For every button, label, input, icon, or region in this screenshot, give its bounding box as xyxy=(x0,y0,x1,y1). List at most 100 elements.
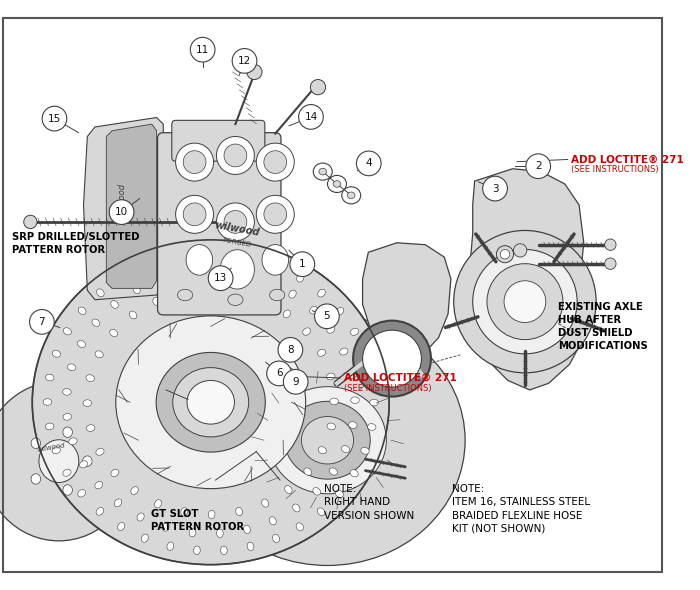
Ellipse shape xyxy=(330,398,338,405)
Ellipse shape xyxy=(293,504,300,512)
Ellipse shape xyxy=(302,417,354,464)
Ellipse shape xyxy=(270,517,276,525)
Ellipse shape xyxy=(304,468,312,476)
Circle shape xyxy=(605,258,616,270)
Ellipse shape xyxy=(342,445,350,453)
Ellipse shape xyxy=(95,351,104,358)
Ellipse shape xyxy=(342,187,360,204)
Ellipse shape xyxy=(141,534,148,542)
Ellipse shape xyxy=(220,250,254,289)
Ellipse shape xyxy=(97,289,104,297)
Ellipse shape xyxy=(162,523,169,531)
Ellipse shape xyxy=(350,470,358,477)
FancyBboxPatch shape xyxy=(158,133,281,315)
Ellipse shape xyxy=(111,469,119,477)
Circle shape xyxy=(209,266,233,290)
Text: (SEE INSTRUCTIONS): (SEE INSTRUCTIONS) xyxy=(571,165,659,175)
Ellipse shape xyxy=(137,513,144,521)
Text: 1: 1 xyxy=(299,259,306,269)
Circle shape xyxy=(514,244,527,257)
Circle shape xyxy=(109,200,134,224)
Circle shape xyxy=(224,211,247,233)
Ellipse shape xyxy=(297,274,304,282)
Ellipse shape xyxy=(83,456,92,466)
Ellipse shape xyxy=(179,289,186,297)
Circle shape xyxy=(356,151,381,176)
Circle shape xyxy=(176,195,214,233)
Ellipse shape xyxy=(317,349,326,356)
Circle shape xyxy=(224,144,247,167)
Ellipse shape xyxy=(340,348,348,355)
Text: 11: 11 xyxy=(196,45,209,55)
Ellipse shape xyxy=(336,307,344,315)
Ellipse shape xyxy=(94,481,103,489)
Text: 10: 10 xyxy=(115,207,128,217)
Circle shape xyxy=(605,239,616,250)
Text: 5: 5 xyxy=(323,312,330,322)
Circle shape xyxy=(526,154,551,179)
Ellipse shape xyxy=(110,329,118,337)
Circle shape xyxy=(500,250,510,259)
Ellipse shape xyxy=(78,307,86,314)
Ellipse shape xyxy=(96,448,104,455)
Text: (SEE INSTRUCTIONS): (SEE INSTRUCTIONS) xyxy=(344,384,432,393)
Ellipse shape xyxy=(351,397,359,404)
Ellipse shape xyxy=(43,399,52,405)
Circle shape xyxy=(483,176,507,201)
Ellipse shape xyxy=(327,326,335,333)
Circle shape xyxy=(284,369,308,394)
Text: ADD LOCTITE® 271: ADD LOCTITE® 271 xyxy=(571,155,684,165)
Ellipse shape xyxy=(272,535,279,543)
Ellipse shape xyxy=(368,424,376,430)
Circle shape xyxy=(247,64,262,80)
Circle shape xyxy=(473,250,577,354)
Ellipse shape xyxy=(78,490,85,497)
Ellipse shape xyxy=(206,286,213,294)
Ellipse shape xyxy=(153,297,160,306)
Circle shape xyxy=(183,203,206,226)
FancyBboxPatch shape xyxy=(172,120,265,161)
Circle shape xyxy=(216,203,254,241)
Ellipse shape xyxy=(80,461,88,468)
Text: EXISTING AXLE
HUB AFTER
DUST SHIELD
MODIFICATIONS: EXISTING AXLE HUB AFTER DUST SHIELD MODI… xyxy=(558,301,648,351)
Ellipse shape xyxy=(318,447,326,454)
Ellipse shape xyxy=(265,278,272,286)
Text: 13: 13 xyxy=(214,273,228,283)
Polygon shape xyxy=(106,124,157,289)
Ellipse shape xyxy=(77,340,85,348)
Ellipse shape xyxy=(167,254,174,263)
Ellipse shape xyxy=(31,474,41,484)
Circle shape xyxy=(24,215,37,228)
Ellipse shape xyxy=(156,352,265,452)
Text: 7: 7 xyxy=(38,317,46,327)
Ellipse shape xyxy=(368,375,376,382)
Ellipse shape xyxy=(212,267,218,276)
Ellipse shape xyxy=(186,245,213,275)
Ellipse shape xyxy=(319,168,326,175)
Ellipse shape xyxy=(361,447,369,454)
Ellipse shape xyxy=(189,528,196,537)
Ellipse shape xyxy=(63,414,71,420)
Ellipse shape xyxy=(216,529,223,537)
Circle shape xyxy=(183,150,206,173)
Ellipse shape xyxy=(63,469,71,476)
Ellipse shape xyxy=(236,507,242,516)
Ellipse shape xyxy=(92,319,100,326)
Ellipse shape xyxy=(185,268,191,277)
Ellipse shape xyxy=(190,315,465,565)
Circle shape xyxy=(231,217,240,227)
Ellipse shape xyxy=(284,310,290,318)
Ellipse shape xyxy=(86,425,95,431)
Ellipse shape xyxy=(262,245,288,275)
Ellipse shape xyxy=(167,542,174,550)
Ellipse shape xyxy=(318,289,326,297)
Ellipse shape xyxy=(309,306,317,314)
Ellipse shape xyxy=(83,400,92,407)
Circle shape xyxy=(256,143,294,181)
Circle shape xyxy=(496,245,514,263)
Ellipse shape xyxy=(347,192,355,199)
Ellipse shape xyxy=(62,389,71,395)
Ellipse shape xyxy=(273,262,280,270)
Ellipse shape xyxy=(32,240,389,565)
Text: GT SLOT
PATTERN ROTOR: GT SLOT PATTERN ROTOR xyxy=(151,509,244,532)
